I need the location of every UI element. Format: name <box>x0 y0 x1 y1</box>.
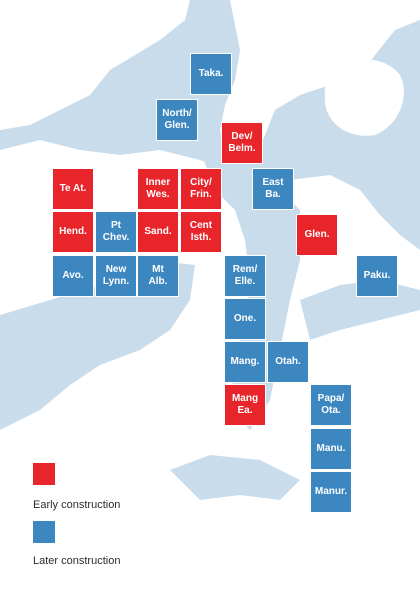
area-tile-otah: Otah. <box>267 341 309 383</box>
area-tile-cent-isth: Cent Isth. <box>180 211 222 253</box>
inlet-south <box>170 455 300 500</box>
landmass-north-central <box>220 0 420 165</box>
area-tile-dev-belm: Dev/ Belm. <box>221 122 263 164</box>
area-tile-rem-elle: Rem/ Elle. <box>224 255 266 297</box>
area-tile-pt-chev: Pt Chev. <box>95 211 137 253</box>
area-tile-new-lynn: New Lynn. <box>95 255 137 297</box>
area-tile-glen: Glen. <box>296 214 338 256</box>
legend-label-early: Early construction <box>33 499 121 511</box>
legend: Early construction Later construction <box>17 449 169 583</box>
area-tile-hend: Hend. <box>52 211 94 253</box>
area-tile-mang-ea: Mang Ea. <box>224 384 266 426</box>
area-tile-sand: Sand. <box>137 211 179 253</box>
area-tile-papa-ota: Papa/ Ota. <box>310 384 352 426</box>
inlet-west <box>0 290 170 400</box>
legend-label-later: Later construction <box>33 555 121 567</box>
area-tile-paku: Paku. <box>356 255 398 297</box>
area-tile-manu: Manu. <box>310 428 352 470</box>
area-tile-city-frin: City/ Frin. <box>180 168 222 210</box>
area-tile-te-at: Te At. <box>52 168 94 210</box>
area-tile-avo: Avo. <box>52 255 94 297</box>
area-tile-taka: Taka. <box>190 53 232 95</box>
area-tile-inner-wes: Inner Wes. <box>137 168 179 210</box>
area-tile-east-ba: East Ba. <box>252 168 294 210</box>
legend-swatch-early <box>33 463 55 485</box>
area-tile-one: One. <box>224 298 266 340</box>
area-tile-mt-alb: Mt Alb. <box>137 255 179 297</box>
area-tile-manur: Manur. <box>310 471 352 513</box>
island-east <box>324 59 404 136</box>
legend-swatch-later <box>33 521 55 543</box>
area-tile-mang: Mang. <box>224 341 266 383</box>
landmass-north <box>0 0 190 130</box>
area-tile-north-glen: North/ Glen. <box>156 99 198 141</box>
